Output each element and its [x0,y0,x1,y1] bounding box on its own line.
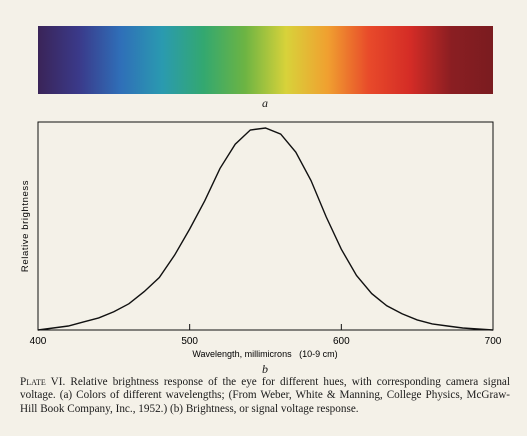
y-axis-label: Relative brightness [20,180,31,272]
x-tick-label: 700 [485,336,502,347]
panel-a-label: a [262,96,268,110]
x-axis-label-unit: (10-9 cm) [299,349,338,359]
panel-b-label: b [262,362,268,376]
x-tick-label: 600 [333,336,350,347]
color-spectrum-bar [38,26,493,94]
plot-frame [37,121,494,331]
figure-caption: Plate VI. Relative brightness response o… [20,376,510,416]
x-tick-label: 500 [181,336,198,347]
x-axis-label-text: Wavelength, millimicrons [192,349,292,359]
x-tick-label: 400 [30,336,47,347]
x-axis-label: Wavelength, millimicrons (10-9 cm) [192,349,337,359]
caption-text: Relative brightness response of the eye … [20,376,510,415]
spectrum-fill [38,26,493,94]
brightness-chart: 400 500 600 700 Relative brightness Wavelen… [20,121,502,359]
caption-plate-number: Plate VI. [20,376,66,388]
brightness-curve [37,127,494,331]
